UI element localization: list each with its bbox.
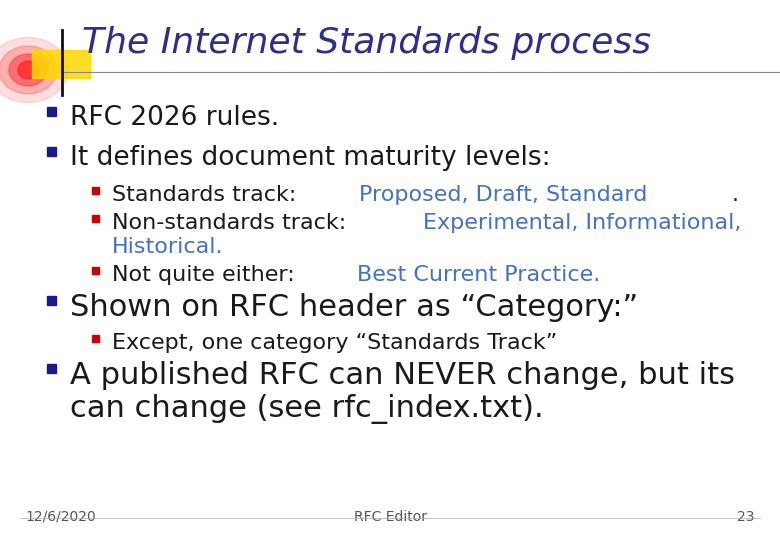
Text: The Internet Standards process: The Internet Standards process	[82, 26, 651, 60]
Text: RFC Editor: RFC Editor	[353, 510, 427, 524]
Text: Standards track:: Standards track:	[112, 185, 303, 205]
Ellipse shape	[0, 37, 68, 103]
Text: can change (see rfc_index.txt).: can change (see rfc_index.txt).	[70, 394, 544, 424]
Bar	[47, 107, 56, 116]
Bar	[92, 335, 99, 342]
Bar	[92, 267, 99, 274]
Text: RFC 2026 rules.: RFC 2026 rules.	[70, 105, 279, 131]
Ellipse shape	[9, 54, 47, 86]
Bar	[47, 296, 56, 305]
Text: 12/6/2020: 12/6/2020	[25, 510, 96, 524]
Bar	[47, 147, 56, 156]
Text: Experimental, Informational,: Experimental, Informational,	[424, 213, 742, 233]
Ellipse shape	[18, 61, 38, 79]
Ellipse shape	[0, 46, 57, 94]
Bar	[92, 215, 99, 222]
Text: Except, one category “Standards Track”: Except, one category “Standards Track”	[112, 333, 557, 353]
Text: Best Current Practice.: Best Current Practice.	[357, 265, 601, 285]
Text: Historical.: Historical.	[112, 237, 224, 257]
Text: Non-standards track:: Non-standards track:	[112, 213, 353, 233]
Text: A published RFC can NEVER change, but its: A published RFC can NEVER change, but it…	[70, 361, 745, 390]
Text: Shown on RFC header as “Category:”: Shown on RFC header as “Category:”	[70, 293, 638, 322]
Text: 23: 23	[738, 510, 755, 524]
Bar	[47, 364, 56, 373]
FancyBboxPatch shape	[32, 50, 90, 78]
Text: Not quite either:: Not quite either:	[112, 265, 302, 285]
Text: It defines document maturity levels:: It defines document maturity levels:	[70, 145, 551, 171]
Text: Proposed, Draft, Standard: Proposed, Draft, Standard	[359, 185, 647, 205]
Text: .: .	[731, 185, 738, 205]
Bar	[92, 187, 99, 194]
